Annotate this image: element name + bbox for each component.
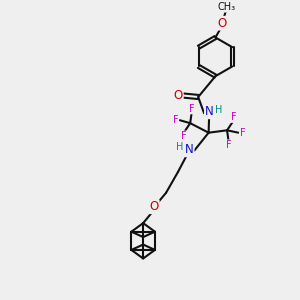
Text: N: N	[185, 143, 194, 156]
Text: O: O	[218, 17, 226, 30]
Text: N: N	[205, 105, 214, 119]
Text: O: O	[149, 200, 159, 213]
Text: F: F	[226, 140, 231, 150]
Text: F: F	[173, 115, 178, 124]
Text: H: H	[176, 142, 183, 152]
Text: CH₃: CH₃	[218, 2, 236, 12]
Text: F: F	[240, 128, 245, 138]
Text: O: O	[174, 89, 183, 102]
Text: F: F	[189, 103, 194, 114]
Text: F: F	[231, 112, 236, 122]
Text: F: F	[181, 131, 186, 141]
Text: H: H	[215, 105, 222, 115]
